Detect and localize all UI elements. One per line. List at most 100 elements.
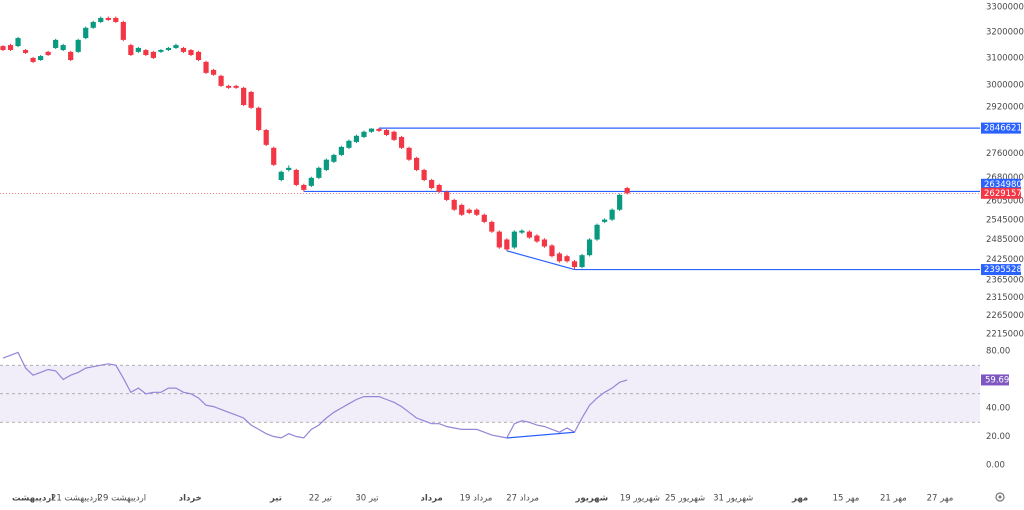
- candle-body: [278, 171, 284, 181]
- candle-body: [549, 245, 555, 257]
- x-tick-label: اردیبهشت: [12, 494, 54, 504]
- rsi-tick-label: 80.00: [986, 346, 1010, 356]
- candle-body: [541, 239, 548, 247]
- rsi-tick-label: 0.00: [986, 461, 1005, 471]
- settings-icon[interactable]: [995, 492, 1005, 502]
- candle-body: [180, 47, 187, 52]
- candle-body: [120, 21, 126, 40]
- last-price-box: [981, 187, 1021, 199]
- candle-body: [256, 107, 262, 131]
- candle-body: [353, 135, 360, 142]
- rsi-line: [2, 351, 628, 439]
- candle-body: [15, 38, 21, 47]
- candle-body: [301, 184, 307, 190]
- x-tick-label: 30 تیر: [355, 494, 379, 504]
- y-tick-label: 3300000: [986, 2, 1024, 12]
- candle-body: [534, 235, 540, 242]
- candle-body: [218, 75, 224, 86]
- candle-body: [7, 45, 14, 51]
- x-tick-label: 27 مرداد: [506, 494, 539, 504]
- candle-body: [271, 147, 277, 165]
- candle-body: [22, 50, 29, 53]
- price-divergence: [506, 250, 575, 271]
- candle-body: [594, 224, 600, 240]
- level-label: 2395528: [984, 265, 1022, 275]
- candle-body: [414, 157, 420, 170]
- candle-body: [511, 231, 517, 248]
- rsi-value-label: 59.69: [985, 375, 1009, 385]
- y-tick-label: 2920000: [986, 103, 1024, 113]
- candle-body: [526, 231, 532, 238]
- y-tick-label: 3200000: [986, 28, 1024, 38]
- y-tick-label: 2425000: [986, 255, 1024, 265]
- candle-body: [331, 154, 337, 162]
- candle-body: [105, 17, 111, 20]
- candle-body: [466, 209, 472, 213]
- last-price-label: 2629157: [984, 189, 1022, 199]
- candle-body: [383, 130, 390, 135]
- x-tick-label: 21 اردیبهشت: [51, 494, 100, 504]
- x-tick-label: خرداد: [179, 494, 202, 504]
- candle-body: [226, 85, 232, 88]
- candle-body: [286, 167, 292, 170]
- x-tick-label: 15 مهر: [833, 494, 860, 504]
- candle-body: [143, 50, 149, 56]
- y-tick-label: 2365000: [986, 276, 1024, 286]
- candle-body: [90, 21, 96, 28]
- candle-body: [376, 128, 382, 131]
- candle-body: [421, 169, 427, 181]
- x-tick-label: 29 اردیبهشت: [98, 494, 147, 504]
- y-tick-label: 2485000: [986, 235, 1024, 245]
- y-tick-label: 3100000: [986, 54, 1024, 64]
- level-label: 2846621: [984, 124, 1022, 134]
- candle-body: [489, 221, 495, 232]
- candle-body: [316, 167, 322, 178]
- candle-body: [346, 140, 352, 148]
- settings-icon-dot: [998, 495, 1002, 499]
- x-tick-label: 22 تیر: [309, 494, 333, 504]
- candle-body: [293, 169, 299, 185]
- x-tick-label: 31 شهریور: [713, 494, 753, 504]
- y-tick-label: 2545000: [986, 215, 1024, 225]
- x-tick-label: 19 مرداد: [460, 494, 493, 504]
- rsi-tick-label: 40.00: [986, 404, 1010, 414]
- candle-body: [263, 130, 269, 145]
- candle-body: [579, 255, 585, 268]
- candle-body: [429, 180, 435, 189]
- candle-body: [609, 209, 615, 220]
- level-label: 2634980: [984, 180, 1022, 190]
- x-tick-label: مرداد: [421, 494, 443, 504]
- candle-body: [83, 27, 89, 39]
- candle-body: [391, 131, 397, 140]
- candle-body: [398, 136, 405, 148]
- y-tick-label: 3000000: [986, 81, 1024, 91]
- candle-body: [233, 85, 239, 88]
- candle-body: [158, 50, 164, 52]
- x-tick-label: شهریور: [574, 494, 608, 504]
- x-tick-label: 27 مهر: [927, 494, 954, 504]
- candle-body: [504, 239, 510, 250]
- y-tick-label: 2315000: [986, 293, 1024, 303]
- level-label-box: [981, 178, 1021, 190]
- candle-body: [241, 87, 247, 105]
- candle-body: [436, 184, 442, 192]
- level-label-box: [981, 264, 1021, 276]
- candle-body: [368, 128, 375, 132]
- candle-body: [474, 209, 480, 215]
- candle-body: [53, 39, 59, 48]
- candle-body: [113, 17, 119, 22]
- y-tick-label: 2680000: [986, 173, 1024, 183]
- candle-body: [323, 159, 329, 170]
- candle-body: [75, 39, 81, 52]
- x-tick-label: مهر: [791, 494, 808, 504]
- candle-body: [0, 46, 6, 51]
- candle-body: [451, 199, 457, 210]
- candle-body: [481, 214, 487, 222]
- candle-body: [135, 47, 141, 52]
- candle-body: [586, 239, 593, 256]
- candle-body: [406, 147, 412, 160]
- rsi-divergence: [506, 431, 575, 439]
- candle-body: [459, 204, 465, 215]
- candle-body: [188, 50, 194, 56]
